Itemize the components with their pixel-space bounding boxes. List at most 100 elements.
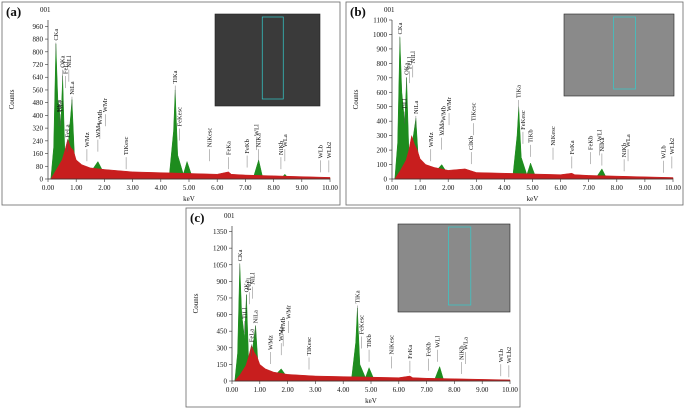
- y-tick-label: 300: [217, 344, 228, 352]
- peak-label: FeKesc: [176, 107, 183, 127]
- subtitle: 001: [384, 6, 395, 14]
- x-tick-label: 9.00: [476, 386, 489, 394]
- y-tick-label: 800: [377, 60, 388, 68]
- peak-label: TiKa: [354, 290, 361, 303]
- peak-label: FeLl: [62, 62, 69, 74]
- x-tick-label: 9.00: [296, 184, 309, 192]
- peak-label: WMz: [267, 335, 274, 350]
- y-tick-label: 700: [377, 74, 388, 82]
- y-tick-label: 100: [377, 161, 388, 169]
- y-tick-label: 880: [33, 36, 44, 44]
- peak-label: NiKesc: [550, 126, 557, 146]
- peak-label: FeLa: [248, 329, 255, 342]
- panel-label: (a): [6, 4, 21, 19]
- peak-label: WMb: [441, 106, 448, 121]
- peak-label: WLb2: [506, 347, 513, 364]
- peak-label: WMz: [428, 132, 435, 147]
- x-tick-label: 6.00: [393, 386, 406, 394]
- y-tick-label: 1000: [373, 31, 388, 39]
- panel-frame: [1, 1, 341, 206]
- sem-inset-box: [448, 226, 472, 306]
- peak-label: TiKb: [366, 334, 373, 348]
- y-tick-label: 1100: [373, 17, 387, 25]
- peak-label: FeKa: [225, 141, 232, 155]
- peak-label: WMr: [102, 97, 109, 112]
- y-tick-label: 640: [33, 74, 44, 82]
- peak-label: TiKb: [528, 129, 535, 143]
- x-tick-label: 1.00: [70, 184, 83, 192]
- panel-label: (c): [190, 210, 204, 225]
- peak-label: WLb: [318, 145, 325, 158]
- peak-label: WLa: [625, 134, 632, 147]
- subtitle: 001: [40, 6, 51, 14]
- x-tick-label: 0.00: [226, 386, 239, 394]
- peak-label: NiKb: [459, 346, 466, 360]
- x-tick-label: 10.00: [502, 386, 518, 394]
- peak-label: FeKesc: [520, 110, 527, 130]
- y-tick-label: 300: [377, 132, 388, 140]
- peak-label: OKa: [243, 280, 250, 292]
- y-tick-label: 0: [384, 176, 388, 184]
- y-tick-label: 1200: [213, 245, 228, 253]
- peak-label: FeKesc: [359, 315, 366, 335]
- x-tick-label: 2.00: [281, 386, 294, 394]
- x-tick-label: 1.00: [414, 184, 427, 192]
- x-axis-label: keV: [365, 397, 377, 405]
- x-tick-label: 8.00: [611, 184, 624, 192]
- y-tick-label: 400: [377, 118, 388, 126]
- x-tick-label: 0.00: [386, 184, 399, 192]
- spectrum-area: [50, 138, 331, 180]
- x-tick-label: 0.00: [42, 184, 55, 192]
- peak-label: NiKa: [256, 133, 263, 147]
- peak-label: WLa: [282, 134, 289, 147]
- peak-label: NiKb: [278, 141, 285, 155]
- y-tick-label: 0: [40, 176, 44, 184]
- peak-label: NiLl: [250, 272, 257, 284]
- peak-label: TiKa: [516, 85, 523, 98]
- y-tick-label: 320: [33, 125, 44, 133]
- peak-label: TiLl: [402, 98, 409, 110]
- x-tick-label: 2.00: [98, 184, 111, 192]
- peak-label: TiKesc: [306, 337, 313, 356]
- sem-inset: [563, 13, 675, 97]
- y-tick-label: 750: [217, 294, 228, 302]
- sem-inset-box: [613, 16, 636, 90]
- x-tick-label: 4.00: [155, 184, 168, 192]
- y-tick-label: 200: [377, 147, 388, 155]
- peak-label: FeKb: [425, 342, 432, 356]
- peak-label: WMr: [446, 96, 453, 111]
- y-tick-label: 900: [377, 45, 388, 53]
- x-tick-label: 9.00: [639, 184, 652, 192]
- subtitle: 001: [224, 212, 235, 220]
- y-axis-label: Counts: [8, 89, 16, 109]
- y-tick-label: 450: [217, 328, 228, 336]
- x-tick-label: 6.00: [211, 184, 224, 192]
- peak-label: WLl: [253, 124, 260, 136]
- peak-label: NiLa: [413, 100, 420, 113]
- y-tick-label: 960: [33, 23, 44, 31]
- x-tick-label: 5.00: [183, 184, 196, 192]
- peak-label: OKa: [404, 63, 411, 75]
- peak-label: WLb2: [669, 138, 676, 155]
- panel-frame: [345, 1, 684, 206]
- y-tick-label: 500: [377, 103, 388, 111]
- x-tick-label: 8.00: [267, 184, 280, 192]
- y-tick-label: 240: [33, 137, 44, 145]
- peak-label: NiLl: [66, 55, 73, 67]
- panel-frame: [185, 207, 521, 408]
- peak-label: WLl: [597, 129, 604, 141]
- peak-label: CKa: [53, 29, 60, 41]
- x-tick-label: 7.00: [420, 386, 433, 394]
- y-tick-label: 600: [217, 311, 228, 319]
- peak-label: TiKa: [172, 70, 179, 83]
- peak-label: WLb2: [326, 142, 333, 159]
- peak-label: FeLl: [406, 57, 413, 69]
- y-tick-label: 800: [33, 48, 44, 56]
- x-tick-label: 3.00: [309, 386, 322, 394]
- x-tick-label: 7.00: [239, 184, 252, 192]
- sem-inset-box: [261, 16, 284, 100]
- peak-label: TiKesc: [123, 136, 130, 155]
- y-axis-label: Counts: [352, 89, 360, 109]
- y-tick-label: 150: [217, 361, 228, 369]
